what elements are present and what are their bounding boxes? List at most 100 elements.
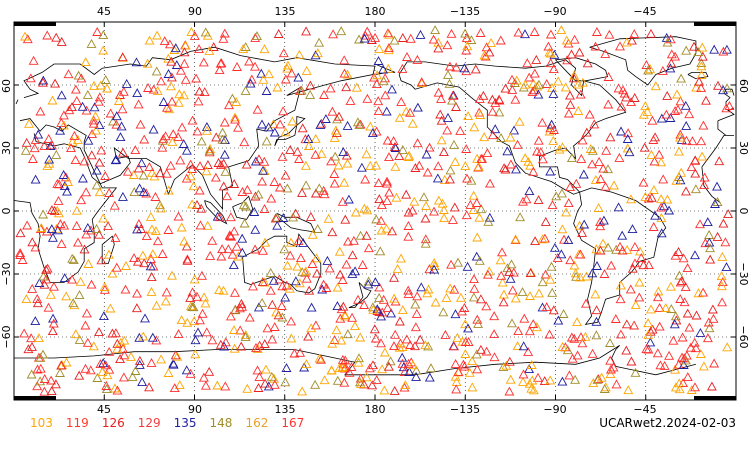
station-marker <box>391 192 402 202</box>
station-marker <box>137 250 148 260</box>
station-marker <box>514 116 525 126</box>
station-marker <box>132 288 142 298</box>
tick-marks <box>14 22 736 400</box>
station-marker <box>382 178 392 188</box>
station-marker <box>469 274 479 284</box>
station-marker <box>336 335 347 345</box>
station-marker <box>372 70 383 80</box>
station-marker <box>214 212 225 222</box>
station-marker <box>367 128 378 138</box>
station-marker <box>20 145 31 155</box>
station-marker <box>447 90 458 100</box>
station-marker <box>575 249 586 259</box>
station-marker <box>546 119 557 129</box>
station-marker <box>286 333 297 343</box>
station-marker <box>388 136 399 145</box>
station-marker <box>386 308 397 318</box>
station-marker <box>489 329 500 339</box>
station-marker <box>80 320 91 330</box>
left-tick-0: 0 <box>0 208 13 215</box>
station-marker <box>519 313 530 323</box>
station-marker <box>572 317 582 327</box>
station-marker <box>38 77 48 87</box>
station-marker <box>292 146 303 156</box>
station-marker <box>540 216 551 226</box>
station-marker <box>222 191 233 201</box>
station-marker <box>280 74 291 84</box>
station-marker <box>240 85 251 95</box>
station-marker <box>211 132 222 142</box>
station-marker <box>557 224 568 234</box>
station-marker <box>148 124 159 134</box>
station-marker <box>676 73 687 83</box>
station-marker <box>223 244 234 254</box>
station-marker <box>630 258 640 268</box>
station-marker <box>390 161 401 171</box>
station-marker <box>421 200 432 210</box>
station-marker <box>432 173 443 183</box>
station-marker <box>603 71 614 81</box>
station-marker <box>174 380 185 390</box>
station-marker <box>505 273 516 283</box>
station-marker <box>695 327 706 337</box>
station-marker <box>438 307 449 317</box>
station-marker <box>104 187 115 197</box>
station-marker <box>79 244 90 254</box>
station-marker <box>657 65 668 75</box>
station-marker <box>623 128 634 138</box>
station-marker <box>81 229 92 239</box>
station-marker <box>573 105 584 115</box>
station-marker <box>66 143 76 153</box>
station-marker <box>297 267 308 277</box>
station-marker <box>699 172 710 182</box>
station-marker <box>173 132 184 142</box>
station-markers <box>15 25 735 396</box>
station-marker <box>33 129 44 139</box>
station-marker <box>481 42 492 52</box>
station-marker <box>563 198 574 208</box>
station-marker <box>250 244 261 254</box>
station-marker <box>51 149 62 159</box>
station-marker <box>678 253 689 263</box>
station-marker <box>204 45 215 55</box>
station-marker <box>474 255 485 265</box>
station-marker <box>197 270 207 280</box>
station-marker <box>212 211 223 221</box>
station-marker <box>401 334 412 344</box>
station-marker <box>157 248 168 258</box>
station-marker <box>507 318 517 328</box>
station-marker <box>59 220 70 230</box>
station-marker <box>467 356 478 366</box>
station-marker <box>259 204 270 213</box>
station-marker <box>476 204 487 214</box>
station-marker <box>173 329 184 339</box>
station-marker <box>350 266 361 276</box>
station-marker <box>375 246 386 256</box>
station-marker <box>279 244 290 254</box>
station-marker <box>562 345 573 355</box>
station-marker <box>629 241 640 251</box>
station-marker <box>677 332 688 342</box>
station-marker <box>361 372 372 382</box>
station-marker <box>27 153 38 163</box>
station-marker <box>253 302 264 312</box>
legend-item-103: 103 <box>30 416 53 430</box>
station-marker <box>561 207 572 217</box>
station-marker <box>627 35 637 45</box>
station-marker <box>86 225 96 235</box>
station-marker <box>42 263 53 273</box>
station-marker <box>481 346 492 356</box>
station-marker <box>329 169 340 178</box>
station-marker <box>444 78 455 88</box>
station-marker <box>120 284 131 294</box>
station-marker <box>134 355 145 365</box>
station-marker <box>506 259 517 269</box>
station-marker <box>214 285 225 295</box>
station-marker <box>627 263 638 273</box>
station-marker <box>70 155 81 165</box>
station-marker <box>591 26 602 36</box>
station-marker <box>671 175 682 185</box>
station-marker <box>424 372 435 382</box>
station-marker <box>549 242 560 252</box>
station-marker <box>511 164 521 174</box>
